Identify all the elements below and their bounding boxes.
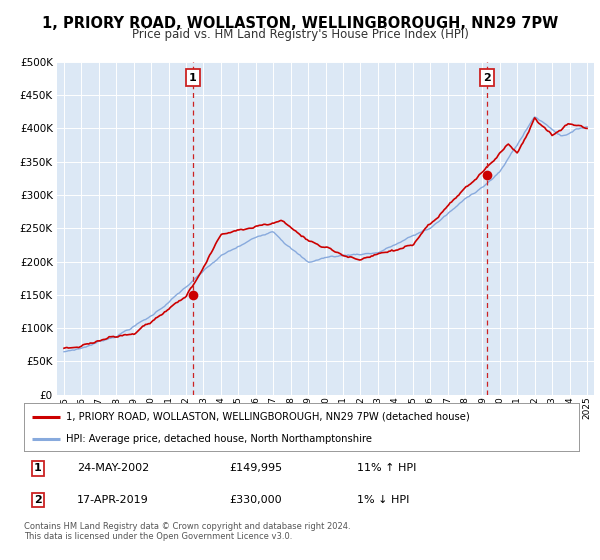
Text: This data is licensed under the Open Government Licence v3.0.: This data is licensed under the Open Gov… — [24, 532, 292, 541]
Text: £149,995: £149,995 — [229, 464, 283, 473]
Text: 17-APR-2019: 17-APR-2019 — [77, 495, 148, 505]
Text: 1% ↓ HPI: 1% ↓ HPI — [357, 495, 409, 505]
Text: Price paid vs. HM Land Registry's House Price Index (HPI): Price paid vs. HM Land Registry's House … — [131, 28, 469, 41]
Text: 1: 1 — [189, 73, 197, 82]
Text: 1, PRIORY ROAD, WOLLASTON, WELLINGBOROUGH, NN29 7PW: 1, PRIORY ROAD, WOLLASTON, WELLINGBOROUG… — [42, 16, 558, 31]
Text: 24-MAY-2002: 24-MAY-2002 — [77, 464, 149, 473]
Text: 11% ↑ HPI: 11% ↑ HPI — [357, 464, 416, 473]
Text: £330,000: £330,000 — [229, 495, 282, 505]
Text: 2: 2 — [484, 73, 491, 82]
Text: 1, PRIORY ROAD, WOLLASTON, WELLINGBOROUGH, NN29 7PW (detached house): 1, PRIORY ROAD, WOLLASTON, WELLINGBOROUG… — [65, 412, 469, 422]
Text: Contains HM Land Registry data © Crown copyright and database right 2024.: Contains HM Land Registry data © Crown c… — [24, 522, 350, 531]
Text: 2: 2 — [34, 495, 42, 505]
Text: HPI: Average price, detached house, North Northamptonshire: HPI: Average price, detached house, Nort… — [65, 434, 371, 444]
Text: 1: 1 — [34, 464, 42, 473]
